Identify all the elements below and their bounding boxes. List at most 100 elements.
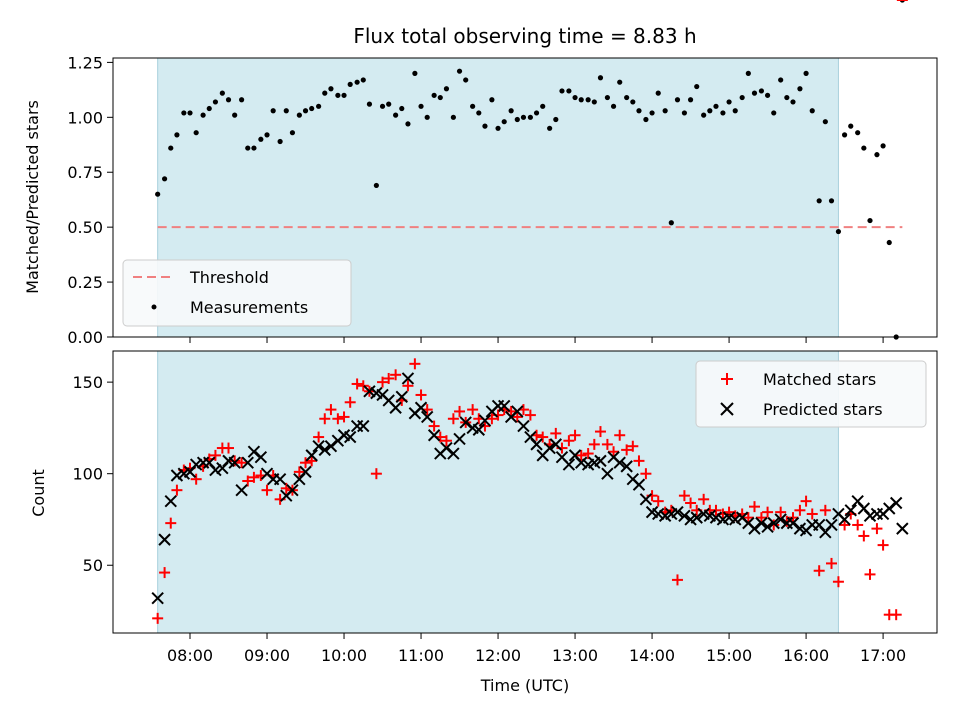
measurement-point <box>540 103 546 109</box>
top-legend: Threshold Measurements <box>122 259 352 327</box>
predicted-star-point <box>164 494 177 508</box>
x-tick-label: 12:00 <box>475 646 521 665</box>
matched-star-point <box>332 413 344 425</box>
measurement-point <box>649 110 655 116</box>
predicted-star-point <box>825 518 838 532</box>
matched-star-point <box>447 413 459 425</box>
measurement-point <box>816 198 822 204</box>
measurement-point <box>835 228 842 235</box>
matched-star-point <box>344 396 356 408</box>
measurement-point <box>399 105 405 112</box>
predicted-star-point <box>472 423 486 436</box>
measurement-point <box>713 103 719 109</box>
predicted-star-point <box>427 429 441 442</box>
predicted-star-point <box>511 405 524 418</box>
matched-star-point <box>454 405 466 417</box>
predicted-star-point <box>575 456 588 469</box>
measurement-point <box>270 108 276 114</box>
matched-star-point <box>242 475 254 487</box>
measurement-point <box>360 77 366 83</box>
matched-star-point <box>505 405 517 417</box>
measurement-point <box>456 68 463 74</box>
matched-star-point <box>563 435 575 447</box>
measurement-point <box>405 121 411 127</box>
measurement-point <box>482 123 488 129</box>
predicted-star-point <box>543 441 556 455</box>
legend-measurements-label: Measurements <box>190 298 308 317</box>
measurement-point <box>328 86 334 92</box>
matched-star-point <box>236 457 248 469</box>
measurement-point <box>264 132 270 138</box>
matched-star-point <box>825 557 837 569</box>
measurement-point <box>335 92 341 98</box>
measurement-point <box>322 90 328 96</box>
matched-star-point <box>762 506 774 518</box>
matched-star-point <box>864 568 876 580</box>
measurement-point <box>578 97 584 103</box>
measurement-point <box>803 70 809 76</box>
y-tick-label: 50 <box>83 556 103 575</box>
measurement-point <box>239 97 245 103</box>
measurement-point <box>643 116 649 123</box>
predicted-star-point <box>158 533 171 546</box>
measurement-point <box>668 220 674 226</box>
predicted-star-point <box>286 483 299 497</box>
measurement-point <box>161 176 168 182</box>
matched-star-point <box>511 411 523 423</box>
measurement-point <box>354 79 360 85</box>
y-tick-label: 0.25 <box>67 273 103 292</box>
count-panel: 50 100 150 08:00 09:00 10:00 11:00 12:00 13:00 1… <box>29 0 938 695</box>
ratio-marks <box>155 0 905 340</box>
matched-star-point <box>806 508 818 520</box>
measurement-point <box>443 86 450 92</box>
measurement-point <box>200 112 206 118</box>
y-tick-label: 150 <box>72 373 103 392</box>
measurement-point <box>674 97 681 103</box>
measurement-point <box>463 77 469 83</box>
predicted-star-point <box>498 399 511 413</box>
measurement-point <box>386 101 392 107</box>
matched-star-point <box>621 444 633 456</box>
bottom-legend-box <box>695 360 927 428</box>
measurement-point <box>168 145 174 151</box>
matched-star-point <box>248 471 260 483</box>
x-tick-label: 08:00 <box>167 646 213 665</box>
matched-star-point <box>685 497 697 509</box>
predicted-star-point <box>889 496 903 510</box>
matched-star-point <box>858 530 870 542</box>
predicted-star-point <box>363 385 376 398</box>
measurement-point <box>861 145 867 151</box>
measurement-point <box>867 217 873 224</box>
legend-measurements-swatch <box>151 304 157 310</box>
measurement-point <box>855 130 861 136</box>
predicted-star-point <box>305 449 318 462</box>
predicted-star-point <box>601 467 614 480</box>
predicted-star-point <box>447 447 460 460</box>
matched-star-point <box>800 495 812 507</box>
measurement-point <box>174 132 180 138</box>
predicted-star-point <box>459 416 472 429</box>
matched-star-point <box>325 404 337 416</box>
bottom-axes-frame <box>112 350 938 634</box>
measurement-point <box>553 116 559 123</box>
measurement-point <box>412 70 418 76</box>
predicted-star-point <box>709 511 723 524</box>
matched-star-point <box>402 380 414 392</box>
predicted-star-point <box>671 505 684 519</box>
legend-predicted-label: Predicted stars <box>763 400 883 419</box>
matched-star-point <box>209 449 221 461</box>
predicted-star-point <box>896 522 909 535</box>
measurement-point <box>874 152 880 158</box>
x-tick-label: 14:00 <box>629 646 675 665</box>
predicted-star-point <box>562 458 576 471</box>
measurement-point <box>726 99 732 105</box>
measurement-point <box>489 97 495 103</box>
x-tick-label: 13:00 <box>552 646 598 665</box>
legend-matched-label: Matched stars <box>763 370 876 389</box>
measurement-point <box>251 145 257 151</box>
predicted-star-point <box>254 451 268 464</box>
predicted-star-point <box>478 414 492 427</box>
matched-star-point <box>608 446 620 458</box>
predicted-star-point <box>318 443 331 457</box>
matched-star-point <box>710 504 722 516</box>
